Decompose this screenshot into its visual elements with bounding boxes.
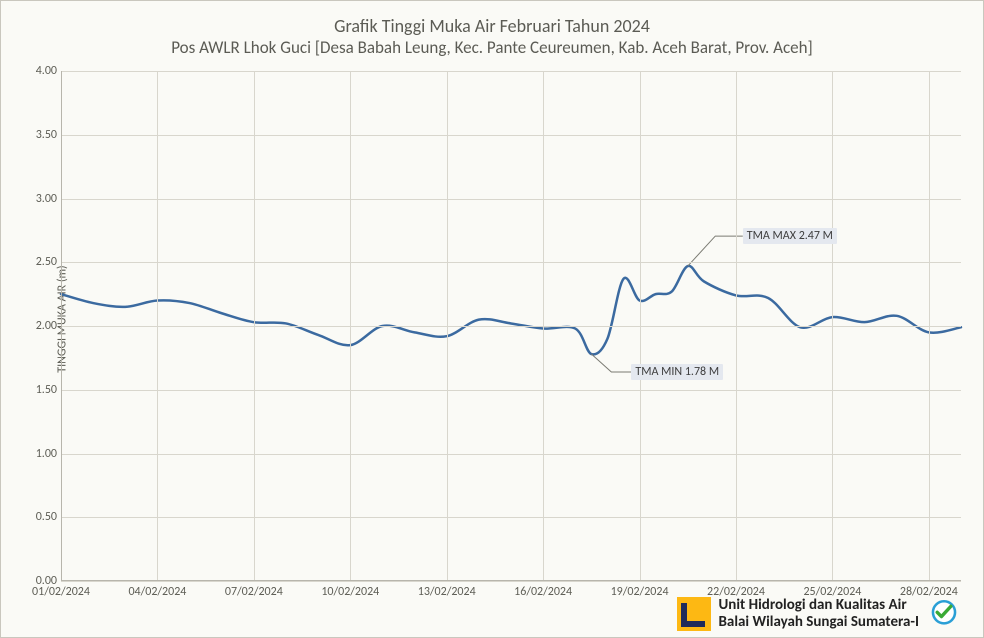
y-tick-label: 1.00 bbox=[21, 447, 57, 461]
y-tick-label: 3.50 bbox=[21, 128, 57, 142]
gridline-v bbox=[447, 71, 448, 581]
annotation-min-label: TMA MIN 1.78 M bbox=[631, 364, 723, 380]
footer-text: Unit Hidrologi dan Kualitas Air Balai Wi… bbox=[719, 597, 920, 632]
gridline-v bbox=[254, 71, 255, 581]
pu-logo-icon bbox=[677, 597, 711, 631]
gridline-v bbox=[543, 71, 544, 581]
x-tick-label: 07/02/2024 bbox=[225, 585, 283, 599]
x-tick-label: 13/02/2024 bbox=[418, 585, 476, 599]
x-tick-label: 16/02/2024 bbox=[514, 585, 572, 599]
x-tick-label: 10/02/2024 bbox=[321, 585, 379, 599]
gridline-v bbox=[640, 71, 641, 581]
gridline-h bbox=[61, 135, 961, 136]
x-tick-label: 19/02/2024 bbox=[611, 585, 669, 599]
footer-line1: Unit Hidrologi dan Kualitas Air bbox=[719, 597, 920, 614]
gridline-v bbox=[929, 71, 930, 581]
annotation-max-label: TMA MAX 2.47 M bbox=[743, 228, 837, 244]
gridline-h bbox=[61, 262, 961, 263]
gridline-v bbox=[832, 71, 833, 581]
gridline-h bbox=[61, 199, 961, 200]
gridline-v bbox=[736, 71, 737, 581]
gridline-h bbox=[61, 581, 961, 582]
footer-line2: Balai Wilayah Sungai Sumatera-I bbox=[719, 614, 920, 631]
y-tick-label: 2.50 bbox=[21, 255, 57, 269]
cert-badge-icon bbox=[927, 597, 961, 631]
y-tick-label: 0.50 bbox=[21, 510, 57, 524]
gridline-h bbox=[61, 71, 961, 72]
y-tick-label: 1.50 bbox=[21, 383, 57, 397]
chart-title: Grafik Tinggi Muka Air Februari Tahun 20… bbox=[1, 15, 983, 38]
gridline-h bbox=[61, 454, 961, 455]
x-axis-line bbox=[61, 580, 961, 581]
gridline-v bbox=[157, 71, 158, 581]
annotation-min-leader bbox=[591, 354, 631, 372]
y-tick-label: 2.00 bbox=[21, 319, 57, 333]
gridline-h bbox=[61, 517, 961, 518]
x-tick-label: 01/02/2024 bbox=[32, 585, 90, 599]
water-level-line bbox=[61, 266, 961, 354]
y-axis-line bbox=[61, 71, 62, 581]
gridline-h bbox=[61, 326, 961, 327]
plot-area: 0.000.501.001.502.002.503.003.504.0001/0… bbox=[61, 71, 961, 581]
y-tick-label: 3.00 bbox=[21, 192, 57, 206]
chart-container: Grafik Tinggi Muka Air Februari Tahun 20… bbox=[0, 0, 984, 638]
gridline-v bbox=[350, 71, 351, 581]
chart-subtitle: Pos AWLR Lhok Guci [Desa Babah Leung, Ke… bbox=[1, 37, 983, 58]
x-tick-label: 04/02/2024 bbox=[128, 585, 186, 599]
y-tick-label: 4.00 bbox=[21, 64, 57, 78]
gridline-h bbox=[61, 390, 961, 391]
footer: Unit Hidrologi dan Kualitas Air Balai Wi… bbox=[677, 597, 962, 632]
